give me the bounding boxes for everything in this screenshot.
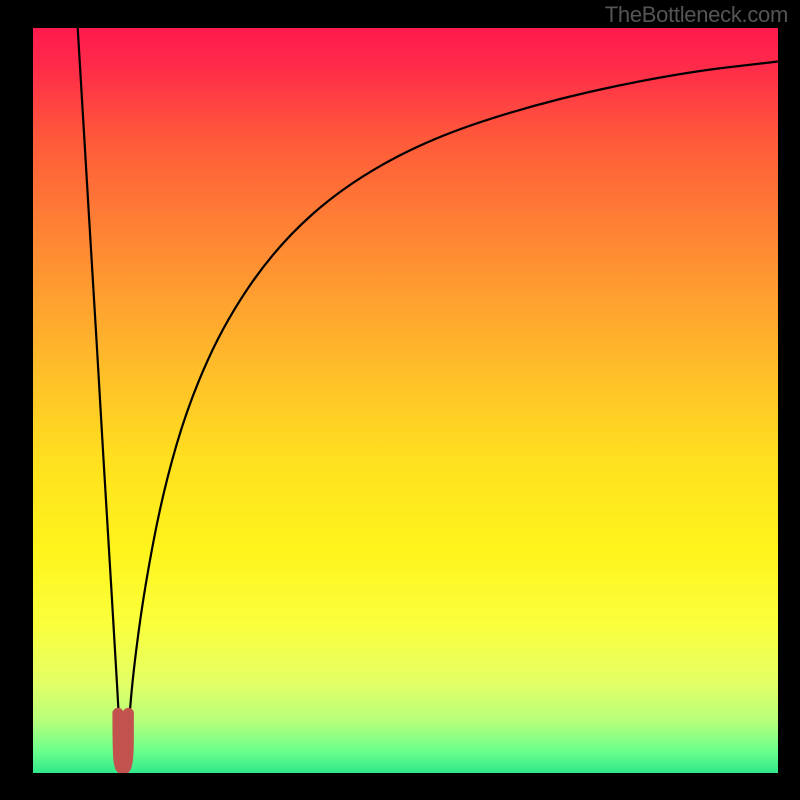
watermark-text: TheBottleneck.com [605, 2, 788, 28]
bottleneck-marker [118, 713, 128, 769]
plot-area-gradient [33, 28, 778, 773]
bottleneck-chart-svg [0, 0, 800, 800]
bottleneck-marker-end-right [123, 708, 134, 719]
chart-container: TheBottleneck.com [0, 0, 800, 800]
bottleneck-marker-end-left [112, 708, 123, 719]
